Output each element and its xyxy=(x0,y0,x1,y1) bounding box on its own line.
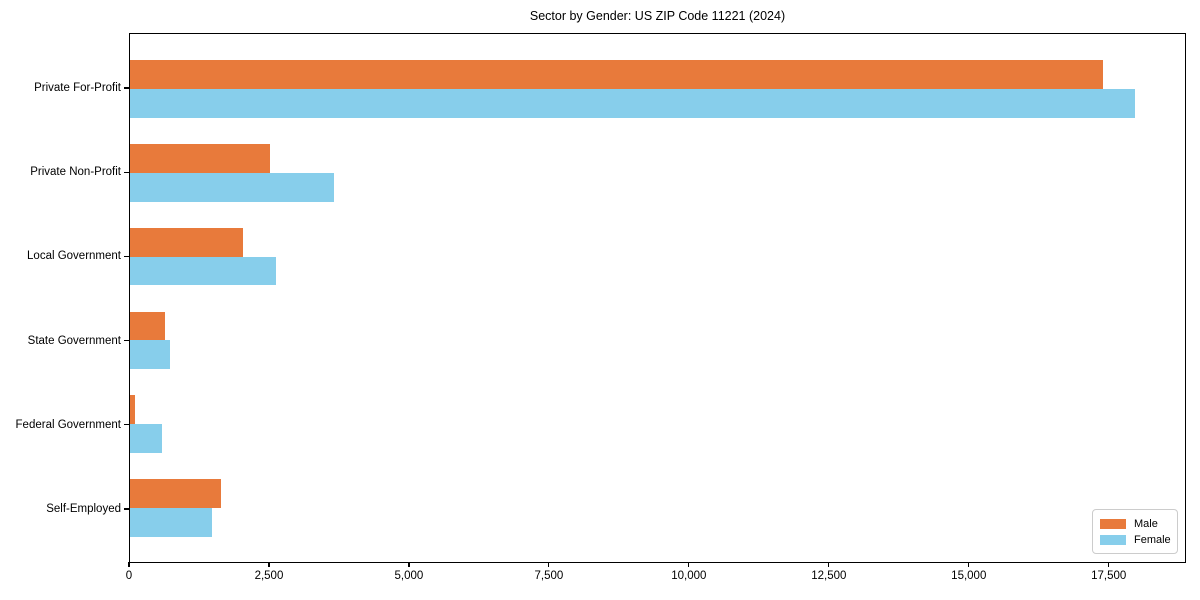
bar-female-state-government xyxy=(130,340,170,370)
x-tick-mark xyxy=(828,561,830,567)
x-tick-mark xyxy=(1108,561,1110,567)
bar-female-private-for-profit xyxy=(130,88,1135,118)
x-tick-label-7500: 7,500 xyxy=(534,570,564,582)
legend: Male Female xyxy=(1092,509,1178,554)
x-tick-mark xyxy=(968,561,970,567)
bar-female-self-employed xyxy=(130,508,213,538)
y-tick-mark xyxy=(124,508,129,510)
x-tick-label-2500: 2,500 xyxy=(254,570,284,582)
y-tick-mark xyxy=(124,255,129,257)
y-tick-mark xyxy=(124,171,129,173)
x-tick-mark xyxy=(408,561,410,567)
y-tick-mark xyxy=(124,87,129,89)
x-tick-label-12500: 12,500 xyxy=(811,570,847,582)
plot-area xyxy=(129,33,1186,563)
bar-male-state-government xyxy=(130,311,165,341)
y-tick-label-private-non-profit: Private Non-Profit xyxy=(30,166,121,179)
legend-swatch-male xyxy=(1100,518,1126,529)
x-tick-mark xyxy=(548,561,550,567)
bar-male-local-government xyxy=(130,227,243,257)
bar-male-private-non-profit xyxy=(130,143,270,173)
legend-label-female: Female xyxy=(1134,533,1171,546)
y-tick-label-local-government: Local Government xyxy=(27,250,121,263)
bar-female-local-government xyxy=(130,256,277,286)
x-tick-mark xyxy=(268,561,270,567)
legend-item-male: Male xyxy=(1100,516,1170,531)
x-tick-mark xyxy=(688,561,690,567)
bar-female-private-non-profit xyxy=(130,172,334,202)
legend-item-female: Female xyxy=(1100,532,1171,547)
legend-swatch-female xyxy=(1100,534,1126,545)
y-tick-label-private-for-profit: Private For-Profit xyxy=(34,81,121,94)
y-tick-mark xyxy=(124,340,129,342)
x-tick-label-5000: 5,000 xyxy=(394,570,424,582)
y-axis-labels: Private For-Profit Private Non-Profit Loca… xyxy=(0,33,121,563)
y-tick-label-state-government: State Government xyxy=(27,334,121,347)
legend-label-male: Male xyxy=(1134,517,1158,530)
y-tick-label-federal-government: Federal Government xyxy=(15,418,121,431)
bar-male-federal-government xyxy=(130,395,136,425)
bar-male-private-for-profit xyxy=(130,59,1103,89)
x-tick-label-17500: 17,500 xyxy=(1091,570,1127,582)
x-tick-label-10000: 10,000 xyxy=(671,570,707,582)
x-tick-label-15000: 15,000 xyxy=(951,570,987,582)
x-tick-label-0: 0 xyxy=(125,570,133,582)
y-tick-mark xyxy=(124,424,129,426)
chart-title: Sector by Gender: US ZIP Code 11221 (202… xyxy=(529,9,786,23)
bar-female-federal-government xyxy=(130,424,162,454)
y-tick-label-self-employed: Self-Employed xyxy=(46,503,121,515)
x-tick-mark xyxy=(128,561,130,567)
bar-male-self-employed xyxy=(130,479,222,509)
